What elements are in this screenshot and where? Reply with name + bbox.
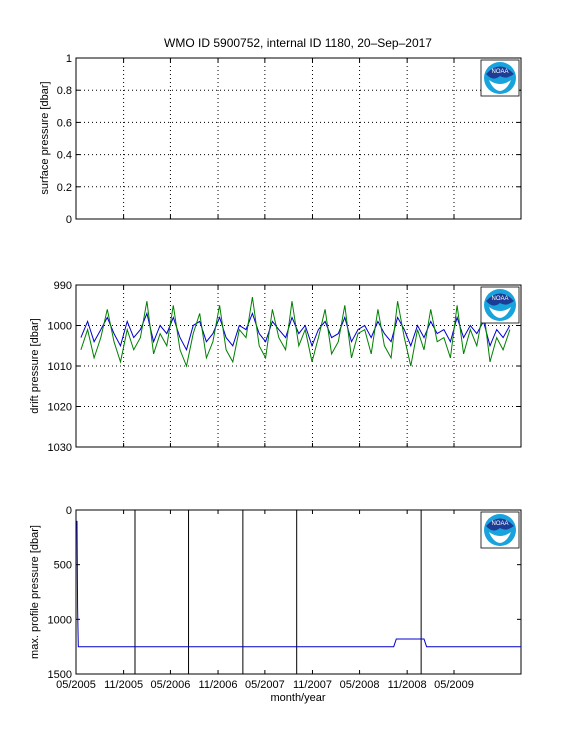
logo-text: NOAA bbox=[491, 521, 508, 527]
logo-gull bbox=[489, 532, 511, 543]
data-layer bbox=[80, 297, 511, 368]
grid bbox=[76, 58, 521, 219]
x-ticks bbox=[75, 58, 455, 219]
x-tick-label: 05/2005 bbox=[56, 679, 96, 691]
logo-text: NOAA bbox=[491, 69, 508, 75]
x-tick-label: 05/2008 bbox=[340, 679, 380, 691]
y-tick-label: 500 bbox=[54, 560, 72, 572]
x-tick-label: 11/2006 bbox=[199, 679, 238, 691]
x-ticks bbox=[75, 285, 455, 447]
y-axis-label: max. profile pressure [dbar] bbox=[29, 525, 41, 659]
y-tick-label: 1000 bbox=[48, 614, 72, 626]
max-profile-pressure-panel: 0 500 1000 1500 05/2005 11/2005 05/2006 11/200… bbox=[29, 505, 522, 691]
y-tick-label: 990 bbox=[54, 280, 72, 292]
surface-pressure-panel: 0 0.2 0.4 0.6 0.8 1 surface pressure [dbar] N… bbox=[39, 53, 522, 226]
logo-sky bbox=[486, 66, 514, 79]
series-line bbox=[80, 297, 511, 368]
data-layer bbox=[76, 510, 521, 674]
y-tick-label: 0.6 bbox=[57, 117, 72, 129]
y-tick-label: 0.4 bbox=[57, 150, 72, 162]
series-line bbox=[76, 520, 521, 648]
y-tick-label: 0 bbox=[66, 214, 72, 226]
x-tick-label: 05/2007 bbox=[245, 679, 285, 691]
y-tick-label: 1030 bbox=[48, 442, 72, 454]
noaa-logo: NOAA bbox=[480, 286, 520, 324]
grid bbox=[76, 285, 521, 447]
plot-frame bbox=[75, 509, 522, 675]
y-ticks: 990 1000 1010 1020 1030 bbox=[48, 280, 521, 454]
y-tick-label: 1010 bbox=[48, 361, 72, 373]
noaa-logo: NOAA bbox=[480, 511, 520, 549]
noaa-logo: NOAA bbox=[480, 59, 520, 97]
y-tick-label: 1000 bbox=[48, 321, 72, 333]
y-tick-label: 1020 bbox=[48, 402, 72, 414]
x-tick-label: 11/2007 bbox=[293, 679, 332, 691]
y-tick-label: 0.8 bbox=[57, 85, 72, 97]
x-tick-label: 11/2005 bbox=[104, 679, 143, 691]
drift-pressure-panel: 990 1000 1010 1020 1030 drift pressure [dbar… bbox=[29, 280, 522, 454]
y-ticks: 0 0.2 0.4 0.6 0.8 1 bbox=[57, 53, 521, 226]
plot-frame bbox=[75, 57, 522, 220]
y-tick-label: 1 bbox=[66, 53, 72, 65]
figure-title: WMO ID 5900752, internal ID 1180, 20–Sep… bbox=[164, 36, 432, 50]
x-tick-label: 05/2009 bbox=[434, 679, 474, 691]
logo-sky bbox=[486, 518, 514, 531]
y-ticks: 0 500 1000 1500 bbox=[48, 505, 521, 681]
x-ticks: 05/2005 11/2005 05/2006 11/2006 05/2007 11/20… bbox=[56, 510, 474, 691]
x-axis-label: month/year bbox=[270, 692, 325, 704]
logo-sky bbox=[486, 293, 514, 306]
y-axis-label: surface pressure [dbar] bbox=[39, 81, 51, 194]
y-axis-label: drift pressure [dbar] bbox=[29, 318, 41, 413]
x-tick-label: 05/2006 bbox=[151, 679, 191, 691]
logo-text: NOAA bbox=[491, 296, 508, 302]
logo-gull bbox=[489, 80, 511, 91]
y-tick-label: 0.2 bbox=[57, 182, 72, 194]
y-tick-label: 0 bbox=[66, 505, 72, 517]
y-tick-label: 1500 bbox=[48, 669, 72, 681]
x-tick-label: 11/2008 bbox=[388, 679, 427, 691]
logo-gull bbox=[489, 307, 511, 318]
